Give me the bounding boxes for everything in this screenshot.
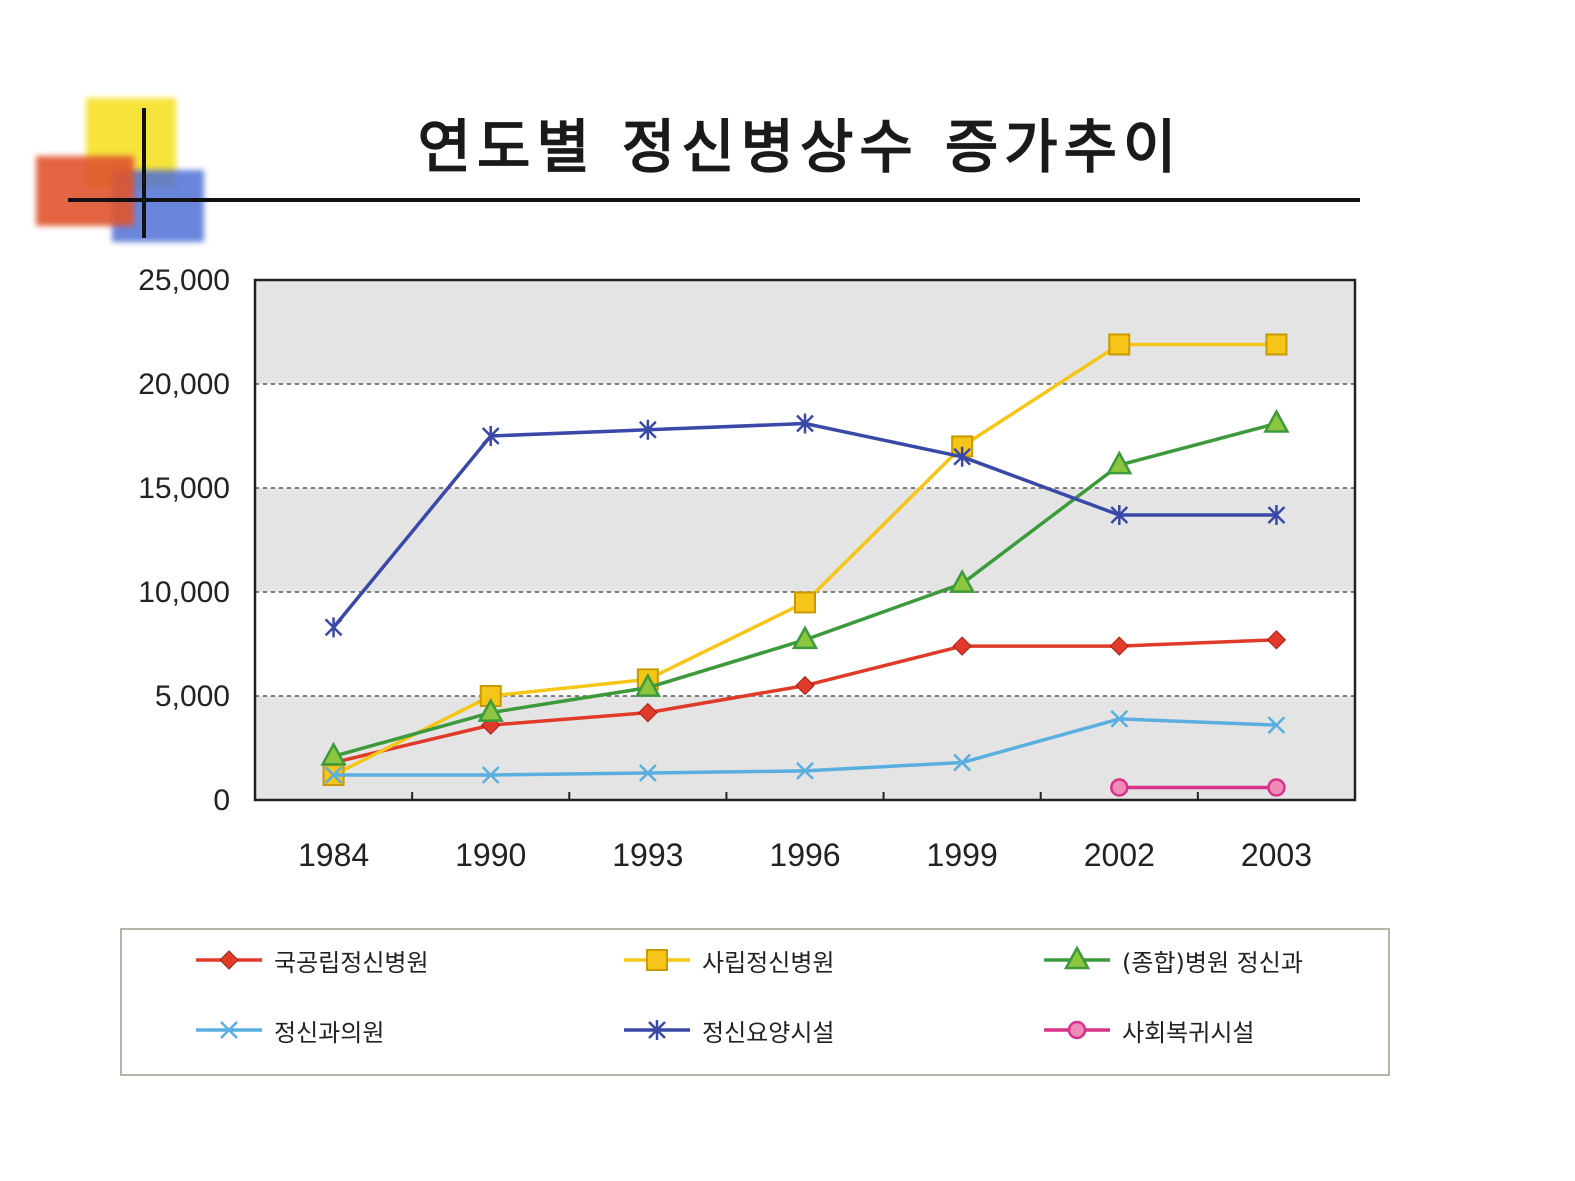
data-point-series-1	[1266, 630, 1287, 650]
plot-band	[255, 280, 1355, 384]
legend-marker	[219, 950, 239, 970]
line-chart: 0 5,000 10,000 15,000 20,000 25,000 1984 1990 19…	[138, 264, 1357, 873]
data-point-series-3	[320, 741, 347, 766]
legend-marker	[220, 1021, 238, 1039]
data-point-series-1	[795, 675, 815, 696]
legend-item: 사회복귀시설	[1042, 1010, 1254, 1050]
x-tick-label: 1996	[769, 837, 840, 873]
legend-label: 사립정신병원	[702, 948, 835, 977]
legend-swatch	[196, 1021, 262, 1039]
page-title: 연도별 정신병상수 증가추이	[417, 113, 1183, 181]
data-point-series-3	[949, 569, 976, 593]
legend-item: (종합)병원 정신과	[1042, 940, 1303, 980]
plot-frame	[253, 278, 1357, 802]
legend-swatch	[196, 950, 262, 970]
legend-swatch	[1044, 1020, 1110, 1040]
x-tick-label: 1984	[298, 837, 369, 873]
legend-label: 사회복귀시설	[1122, 1018, 1255, 1047]
legend-label: 국공립정신병원	[274, 948, 429, 977]
data-point-series-5	[953, 446, 972, 467]
legend-marker	[648, 1020, 666, 1040]
y-tick-label: 15,000	[138, 472, 230, 505]
data-point-series-1	[952, 636, 972, 656]
data-point-series-4	[1267, 716, 1286, 735]
data-point-series-4	[324, 766, 343, 784]
data-point-series-4	[481, 766, 500, 784]
data-point-series-6	[1267, 778, 1286, 797]
data-point-series-5	[796, 413, 814, 434]
y-tick-label: 25,000	[138, 264, 230, 297]
legend-label: (종합)병원 정신과	[1122, 948, 1303, 977]
data-point-series-3	[1263, 408, 1290, 433]
data-point-series-4	[1110, 709, 1129, 728]
data-point-series-1	[1109, 636, 1129, 656]
legend-item: 국공립정신병원	[194, 940, 429, 980]
data-point-series-1	[638, 702, 658, 723]
x-tick-label: 1993	[612, 837, 683, 873]
legend-marker	[1063, 945, 1091, 970]
legend-item: 정신과의원	[194, 1010, 384, 1050]
data-point-series-3	[634, 673, 661, 697]
legend-swatch	[624, 949, 690, 971]
y-tick-label: 10,000	[138, 576, 230, 609]
data-point-series-4	[953, 753, 972, 772]
data-point-series-2	[1265, 333, 1288, 356]
legend-label: 정신요양시설	[702, 1018, 835, 1047]
x-tick-label: 1999	[927, 837, 998, 873]
y-tick-label: 5,000	[155, 680, 230, 713]
data-point-series-2	[794, 591, 816, 614]
x-tick-label: 2003	[1241, 837, 1312, 873]
title-decoration	[36, 98, 1360, 242]
data-point-series-4	[796, 761, 814, 780]
data-point-series-5	[324, 617, 343, 638]
data-point-series-6	[1110, 778, 1129, 797]
data-point-series-5	[638, 419, 657, 440]
data-point-series-5	[1110, 505, 1129, 526]
plot-band	[255, 696, 1355, 800]
data-point-series-4	[638, 764, 657, 782]
legend-label: 정신과의원	[274, 1018, 385, 1047]
data-point-series-3	[477, 698, 504, 722]
data-point-series-5	[1267, 505, 1286, 526]
x-tick-label: 2002	[1084, 837, 1155, 873]
x-tick-label: 1990	[455, 837, 526, 873]
data-point-series-3	[1106, 450, 1133, 475]
data-point-series-2	[1108, 333, 1131, 356]
legend-item: 정신요양시설	[622, 1010, 834, 1050]
plot-band	[255, 488, 1355, 592]
y-tick-label: 0	[213, 784, 230, 817]
data-point-series-3	[791, 625, 819, 650]
legend-item: 사립정신병원	[622, 940, 834, 980]
data-point-series-5	[481, 426, 500, 446]
deco-red-square	[36, 156, 134, 226]
legend-marker	[646, 949, 668, 971]
y-tick-label: 20,000	[138, 368, 230, 401]
plot-band	[255, 384, 1355, 488]
legend-marker	[1067, 1020, 1087, 1040]
legend-swatch	[1044, 945, 1110, 970]
legend-swatch	[624, 1020, 690, 1040]
